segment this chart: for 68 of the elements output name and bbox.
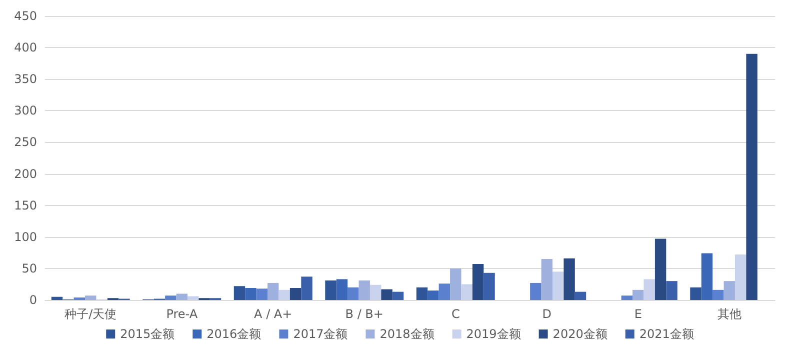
bar — [666, 281, 678, 300]
bar — [187, 296, 199, 300]
bar — [552, 272, 564, 300]
bar — [358, 280, 370, 300]
bar — [325, 280, 336, 300]
bar — [574, 292, 586, 300]
y-tick-label: 150 — [14, 198, 37, 212]
bar — [348, 287, 359, 300]
legend-label: 2018金额 — [380, 327, 434, 341]
legend-label: 2020金额 — [552, 327, 608, 341]
legend-label: 2017金额 — [293, 327, 348, 341]
bar — [176, 294, 188, 300]
bar — [85, 296, 96, 300]
bar — [654, 238, 666, 300]
bar — [734, 254, 746, 300]
bar — [450, 268, 462, 300]
y-tick-label: 200 — [14, 166, 37, 181]
y-tick-label: 100 — [14, 230, 37, 244]
bar — [51, 296, 63, 300]
bar — [74, 297, 86, 300]
legend-label: 2021金额 — [639, 327, 694, 341]
bar — [644, 279, 655, 300]
bar — [632, 290, 644, 300]
bar — [746, 54, 758, 300]
bar — [301, 276, 312, 300]
x-tick-label: D — [542, 307, 552, 321]
y-tick-label: 450 — [14, 9, 37, 23]
x-tick-label: A / A+ — [254, 307, 292, 321]
bar — [381, 289, 392, 300]
bar — [290, 288, 302, 300]
bar — [234, 286, 246, 300]
x-tick-label: 种子/天使 — [64, 307, 117, 321]
bar — [438, 284, 450, 300]
x-tick-label: Pre-A — [166, 307, 198, 321]
bar — [256, 288, 268, 300]
x-tick-label: B / B+ — [345, 307, 384, 321]
bar — [690, 287, 702, 300]
y-tick-label: 50 — [22, 261, 37, 276]
bar — [278, 290, 290, 300]
legend-label: 2019金额 — [466, 327, 521, 341]
y-tick-label: 300 — [14, 104, 37, 118]
bar — [370, 284, 382, 300]
y-tick-label: 400 — [14, 40, 37, 55]
bar — [541, 258, 552, 300]
bar — [564, 258, 575, 300]
x-tick-label: C — [451, 307, 460, 321]
bar — [484, 272, 495, 300]
bar — [701, 253, 713, 300]
bar — [336, 279, 348, 300]
bar — [530, 282, 542, 300]
bar — [461, 284, 472, 300]
bar — [472, 264, 484, 300]
bar — [621, 296, 633, 300]
bar — [268, 282, 279, 300]
y-tick-label: 0 — [29, 293, 37, 307]
bar — [416, 287, 428, 300]
bar — [712, 290, 724, 300]
legend-label: 2016金额 — [206, 327, 262, 341]
legend-label: 2015金额 — [120, 327, 175, 341]
x-tick-label: 其他 — [717, 307, 742, 321]
y-tick-label: 250 — [14, 135, 37, 150]
bar — [724, 281, 735, 300]
bar — [392, 292, 404, 300]
x-tick-label: E — [634, 307, 642, 321]
y-tick-label: 350 — [14, 72, 37, 86]
bar — [245, 288, 256, 300]
bar — [165, 296, 176, 300]
bar — [428, 290, 439, 300]
